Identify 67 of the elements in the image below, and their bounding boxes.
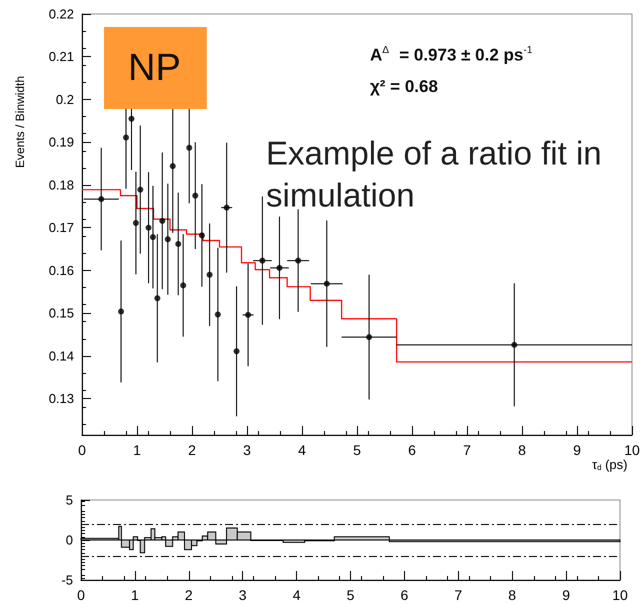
x-tick-label: 4	[292, 587, 301, 603]
point	[224, 204, 230, 211]
point	[206, 272, 213, 278]
y-tick-label: 0	[66, 532, 73, 548]
point	[234, 348, 240, 354]
point	[245, 312, 252, 318]
x-tick-label: 6	[408, 442, 416, 458]
point	[132, 220, 139, 226]
annotation: χ² = 0.68	[370, 77, 438, 96]
y-tick-label: 0.2	[56, 92, 74, 107]
point	[366, 334, 372, 340]
x-tick-label: 2	[188, 442, 196, 458]
x-tick-label: 1	[131, 587, 139, 603]
point	[276, 264, 282, 271]
y-axis-title: Events / Binwidth	[13, 76, 27, 168]
x-tick-label: 9	[573, 442, 582, 458]
point	[154, 295, 160, 302]
point	[259, 258, 266, 264]
x-tick-label: 3	[238, 587, 247, 603]
y-tick-label: 0.21	[48, 49, 74, 64]
point	[118, 308, 124, 314]
y-tick-label: 0.18	[48, 177, 74, 192]
point	[511, 342, 518, 348]
y-tick-label: 0.22	[48, 6, 74, 22]
y-tick-label: 0.17	[48, 220, 74, 236]
point	[180, 282, 186, 288]
y-tick-label: 0.14	[48, 348, 74, 364]
x-tick-label: 6	[400, 587, 408, 603]
x-tick-label: 7	[463, 442, 472, 458]
x-tick-label: 9	[562, 587, 570, 603]
y-tick-label: 0.13	[48, 391, 74, 406]
point	[137, 186, 144, 193]
point	[175, 240, 182, 247]
x-tick-label: 1	[133, 442, 142, 458]
point	[159, 218, 166, 224]
point	[192, 192, 198, 199]
point	[198, 232, 205, 238]
x-tick-label: 8	[508, 587, 516, 603]
x-tick-label: 0	[77, 587, 86, 603]
annotation: Example of a ratio fit in simulation	[266, 134, 611, 214]
x-tick-label: 8	[518, 442, 526, 458]
y-tick-label: 5	[66, 492, 73, 508]
point	[128, 116, 134, 122]
annotation: NP	[128, 47, 181, 89]
y-tick-label: -5	[61, 572, 73, 588]
x-tick-label: 10	[612, 587, 628, 603]
x-tick-label: 10	[624, 442, 640, 458]
x-tick-label: 3	[243, 442, 252, 458]
point	[214, 311, 221, 318]
point	[123, 134, 129, 141]
point	[170, 163, 176, 170]
point	[98, 196, 104, 202]
point	[164, 236, 171, 242]
y-tick-label: 0.19	[48, 134, 74, 150]
x-tick-label: 5	[353, 442, 362, 458]
point	[295, 258, 302, 264]
point	[186, 144, 192, 151]
y-tick-label: 0.16	[48, 262, 74, 278]
y-tick-label: 0.15	[48, 306, 74, 321]
x-tick-label: 0	[78, 442, 86, 458]
x-tick-label: 4	[298, 442, 306, 458]
point	[146, 224, 152, 231]
point	[324, 280, 330, 287]
point	[150, 234, 156, 240]
x-tick-label: 2	[184, 587, 193, 603]
x-tick-label: 7	[454, 587, 462, 603]
x-tick-label: 5	[346, 587, 355, 603]
